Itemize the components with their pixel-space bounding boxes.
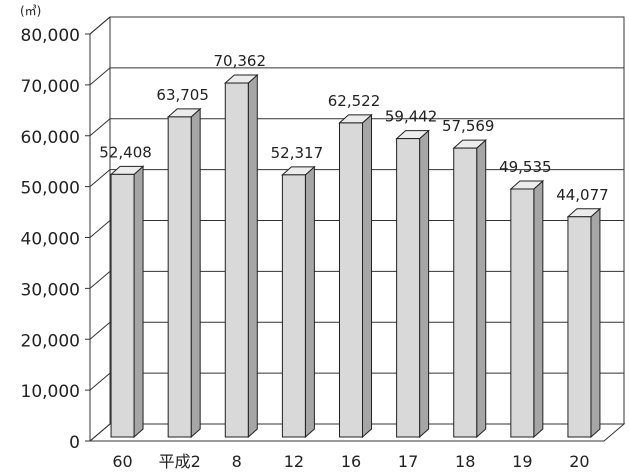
- x-category-label: 20: [569, 452, 589, 471]
- gridline-wall: [89, 118, 111, 137]
- bar-value-label: 59,442: [385, 108, 438, 126]
- bar-side: [533, 179, 544, 439]
- bar-side: [247, 73, 258, 439]
- bar: [224, 82, 249, 438]
- y-tick-label: 70,000: [21, 77, 80, 97]
- x-category-label: 17: [398, 452, 418, 471]
- bar-side: [133, 165, 144, 439]
- y-tick-label: 50,000: [21, 179, 80, 199]
- bar-value-label: 70,362: [214, 52, 267, 70]
- bar-side: [590, 207, 601, 439]
- bar-value-label: 44,077: [556, 186, 609, 204]
- gridline-wall: [89, 321, 111, 340]
- gridline-wall: [89, 270, 111, 289]
- gridline-wall: [89, 372, 111, 391]
- x-category-label: 19: [512, 452, 532, 471]
- bar: [339, 122, 363, 438]
- bar-value-label: 52,408: [99, 143, 152, 161]
- bar-side: [476, 139, 487, 439]
- bar: [510, 188, 535, 438]
- y-tick-label: 80,000: [21, 26, 80, 46]
- bar-side: [419, 129, 430, 439]
- floor: [88, 423, 626, 442]
- gridline-wall: [89, 16, 111, 35]
- y-tick-label: 30,000: [21, 280, 80, 300]
- gridline-wall: [89, 220, 111, 238]
- bar-side: [190, 107, 201, 439]
- y-tick-label: 10,000: [21, 382, 80, 402]
- y-axis-unit-label: (㎥): [20, 4, 42, 18]
- x-category-label: 16: [341, 452, 361, 471]
- bar-value-label: 62,522: [328, 92, 381, 110]
- gridline-wall: [89, 169, 111, 188]
- bar: [453, 147, 478, 438]
- x-category-label: 60: [112, 452, 132, 471]
- x-category-label: 8: [232, 452, 242, 471]
- bar-value-label: 57,569: [442, 117, 495, 135]
- bar-value-label: 49,535: [499, 158, 552, 176]
- x-category-label: 12: [284, 452, 304, 471]
- x-category-label: 18: [455, 452, 475, 471]
- y-tick-label: 0: [69, 433, 80, 453]
- bar: [167, 116, 192, 438]
- y-tick-label: 60,000: [21, 128, 80, 148]
- bar: [110, 173, 135, 438]
- gridline-wall: [89, 67, 111, 86]
- bar: [396, 138, 421, 438]
- bar-value-label: 52,317: [271, 144, 324, 162]
- y-tick-label: 40,000: [21, 230, 80, 250]
- bar-side: [362, 113, 372, 439]
- y-tick-label: 20,000: [21, 331, 80, 351]
- bar-value-label: 63,705: [156, 86, 209, 104]
- bar: [281, 174, 306, 438]
- x-category-label: 平成2: [159, 452, 201, 471]
- bar: [567, 216, 592, 438]
- bar-side: [304, 165, 315, 439]
